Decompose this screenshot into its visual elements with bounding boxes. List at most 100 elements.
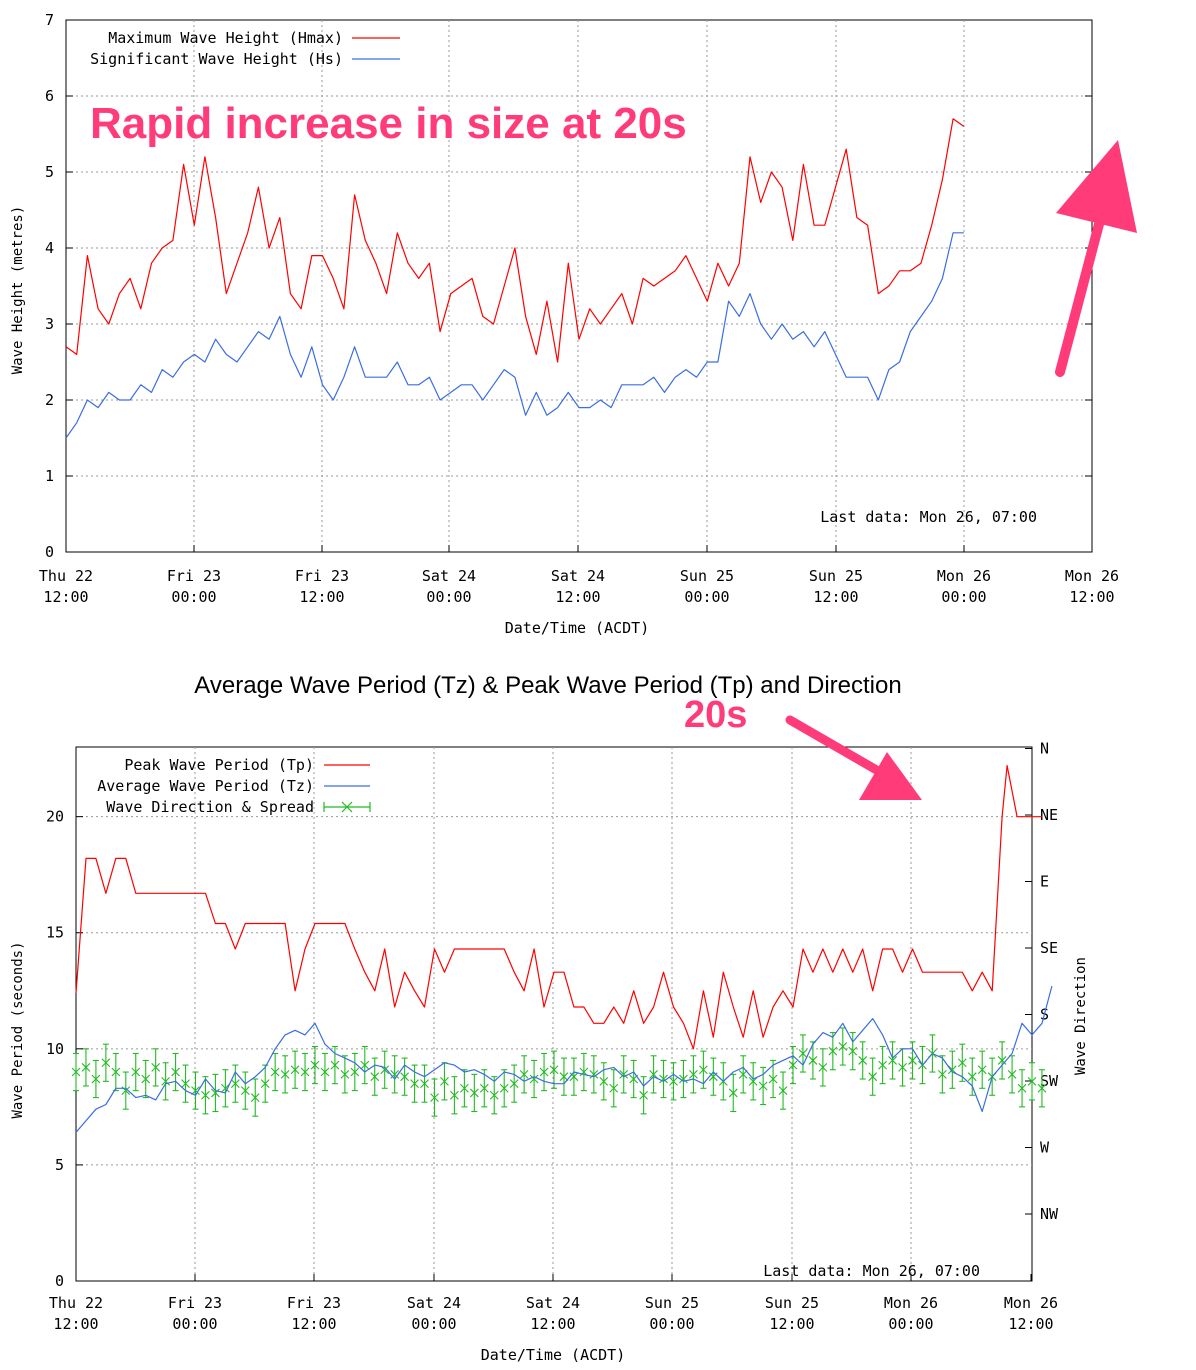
direction-point: [340, 1055, 350, 1094]
direction-point: [1027, 1062, 1037, 1101]
direction-point: [450, 1076, 459, 1115]
direction-point: [669, 1062, 678, 1101]
direction-point: [818, 1048, 828, 1087]
direction-point: [71, 1052, 81, 1092]
bottom-plot-frame: [75, 746, 1033, 1282]
direction-point: [848, 1032, 858, 1071]
bottom-legend: Peak Wave Period (Tp) Average Wave Perio…: [97, 756, 371, 816]
direction-point: [609, 1069, 619, 1108]
top-xtick-label-day: Mon 26: [1065, 567, 1119, 585]
direction-point: [878, 1045, 888, 1085]
bottom-xtick-label-time: 12:00: [291, 1315, 336, 1333]
top-xtick-label-time: 12:00: [813, 588, 858, 606]
direction-point: [240, 1071, 250, 1110]
top-xtick-label-time: 00:00: [684, 588, 729, 606]
direction-point: [649, 1055, 658, 1094]
direction-point: [191, 1071, 200, 1110]
direction-point: [151, 1048, 161, 1087]
direction-point: [509, 1064, 519, 1103]
legend-direction-label: Wave Direction & Spread: [106, 798, 314, 816]
direction-point: [599, 1062, 609, 1101]
bottom-xtick-label-day: Fri 23: [287, 1294, 341, 1312]
direction-point: [579, 1052, 589, 1092]
bottom-x-axis-label: Date/Time (ACDT): [481, 1346, 626, 1364]
direction-point: [698, 1050, 708, 1089]
direction-point: [440, 1062, 449, 1101]
bottom-series-group: [71, 764, 1053, 1133]
direction-point: [230, 1064, 240, 1103]
direction-point: [290, 1050, 300, 1089]
top-xtick-label-day: Fri 23: [295, 567, 349, 585]
direction-point: [330, 1045, 340, 1085]
direction-point: [937, 1055, 947, 1094]
direction-point: [689, 1055, 698, 1094]
bottom-direction-tick-label: SE: [1040, 939, 1058, 957]
direction-point: [828, 1032, 838, 1071]
direction-point: [370, 1057, 380, 1096]
direction-point: [738, 1055, 748, 1094]
direction-point: [380, 1050, 390, 1089]
direction-point: [529, 1059, 539, 1099]
top-plot-frame: [65, 19, 1093, 553]
direction-point: [101, 1043, 111, 1082]
direction-point: [629, 1059, 639, 1099]
direction-point: [300, 1052, 310, 1092]
direction-point: [260, 1064, 270, 1103]
direction-point: [220, 1069, 230, 1108]
legend-hmax-label: Maximum Wave Height (Hmax): [108, 29, 343, 47]
direction-point: [459, 1069, 469, 1108]
top-y-axis-label: Wave Height (metres): [10, 206, 26, 375]
bottom-xtick-label-time: 12:00: [1008, 1315, 1053, 1333]
bottom-direction-tick-label: E: [1040, 873, 1049, 891]
direction-point: [559, 1057, 569, 1096]
direction-point: [181, 1064, 190, 1103]
direction-point: [748, 1062, 758, 1101]
top-ytick-label: 0: [45, 543, 54, 561]
bottom-last-data-label: Last data: Mon 26, 07:00: [763, 1262, 980, 1280]
direction-point: [569, 1057, 579, 1096]
direction-point: [211, 1073, 220, 1113]
direction-point: [310, 1045, 320, 1085]
direction-point: [350, 1052, 360, 1092]
top-callout-text: Rapid increase in size at 20s: [90, 99, 687, 148]
bottom-ytick-label: 20: [46, 808, 64, 826]
bottom-x-tick-labels: Thu 22 12:00 Fri 23 00:00 Fri 23 12:00 Sat 24 0…: [49, 1294, 1058, 1333]
top-callout-arrow: [1055, 140, 1137, 377]
direction-point: [619, 1055, 629, 1094]
direction-point: [888, 1041, 897, 1080]
bottom-xtick-label-time: 00:00: [172, 1315, 217, 1333]
top-series-group: [65, 118, 965, 439]
direction-point: [708, 1057, 718, 1096]
bottom-y-tick-labels: 0 5 10 15 20: [46, 808, 64, 1290]
series-tp-line: [75, 764, 1042, 1050]
direction-point: [868, 1057, 878, 1096]
bottom-xtick-label-day: Thu 22: [49, 1294, 103, 1312]
bottom-xtick-label-day: Sun 25: [765, 1294, 819, 1312]
direction-point: [250, 1078, 260, 1117]
bottom-xtick-label-day: Sat 24: [407, 1294, 461, 1312]
direction-point: [957, 1043, 967, 1082]
direction-point: [908, 1041, 917, 1080]
top-gridlines: [65, 19, 1093, 553]
direction-point: [479, 1069, 489, 1108]
top-ytick-label: 2: [45, 391, 54, 409]
direction-point: [1007, 1055, 1017, 1094]
legend-tz-label: Average Wave Period (Tz): [97, 777, 314, 795]
direction-point: [270, 1052, 280, 1092]
bottom-direction-tick-label: NE: [1040, 806, 1058, 824]
direction-point: [858, 1041, 868, 1080]
bottom-xtick-label-time: 00:00: [649, 1315, 694, 1333]
direction-point: [898, 1048, 907, 1087]
direction-point: [201, 1076, 210, 1115]
direction-point: [778, 1071, 788, 1110]
direction-point: [679, 1059, 688, 1099]
direction-point: [430, 1078, 439, 1117]
direction-point: [420, 1064, 429, 1103]
direction-point: [758, 1066, 768, 1106]
top-xtick-label-day: Mon 26: [937, 567, 991, 585]
direction-point: [549, 1050, 559, 1089]
bottom-xtick-label-day: Fri 23: [168, 1294, 222, 1312]
top-last-data-label: Last data: Mon 26, 07:00: [820, 508, 1037, 526]
